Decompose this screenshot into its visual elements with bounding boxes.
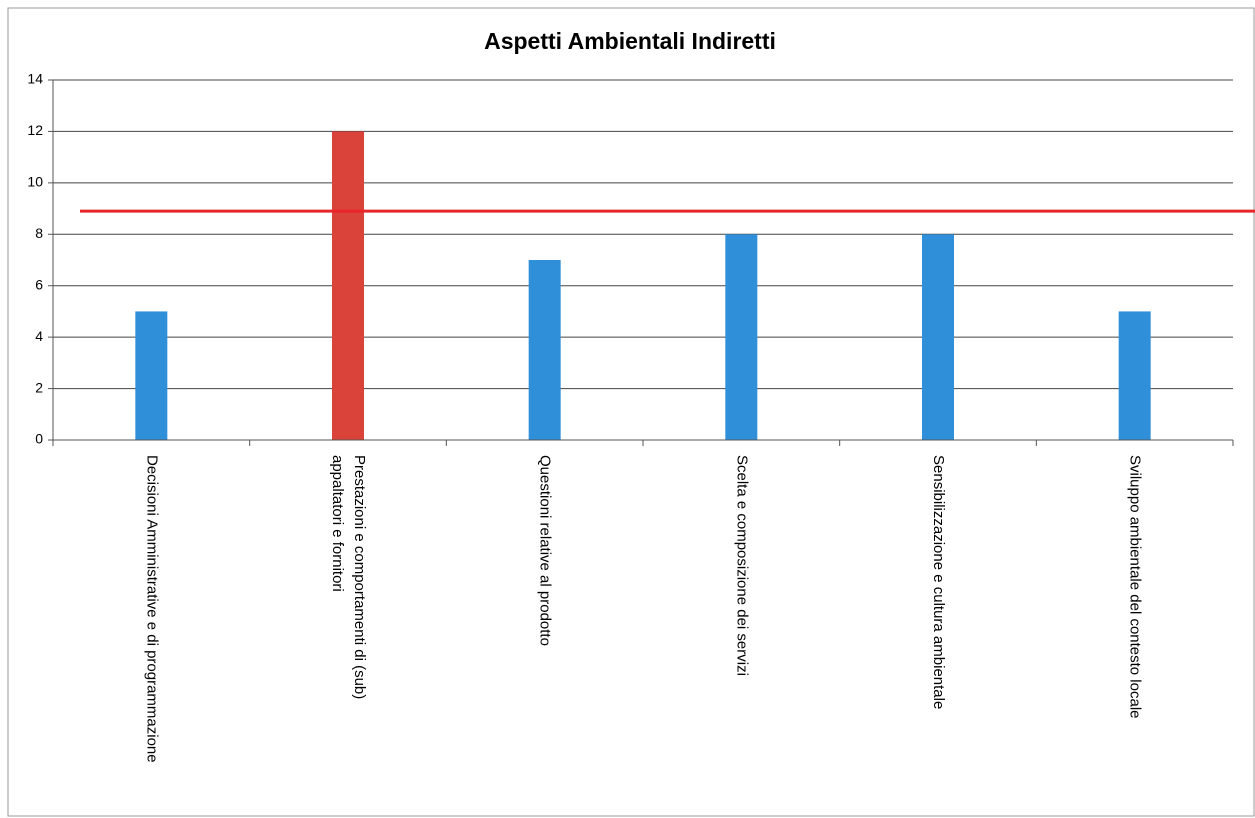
- x-tick-label: Sensibilizzazione e cultura ambientale: [930, 455, 947, 710]
- y-tick-label: 2: [35, 379, 43, 395]
- bar: [922, 234, 954, 440]
- y-tick-label: 6: [35, 276, 43, 292]
- chart-frame: [7, 7, 1255, 817]
- x-tick-label: Sviluppo ambientale del contesto locale: [1126, 455, 1144, 719]
- x-tick-label: Decisioni Amministrative e di programmaz…: [143, 455, 161, 763]
- x-tick-label: Questioni relative al prodotto: [536, 455, 554, 646]
- bar: [332, 131, 364, 440]
- y-tick-label: 14: [27, 71, 43, 87]
- x-tick-label: Prestazioni e comportamenti di (sub) app…: [329, 455, 368, 700]
- bar: [135, 311, 168, 440]
- x-tick-label: Scelta e composizione dei servizi: [733, 455, 751, 676]
- bar: [1118, 311, 1151, 440]
- bar: [725, 234, 758, 440]
- y-tick-label: 12: [27, 122, 43, 138]
- y-tick-label: 8: [35, 225, 43, 241]
- y-tick-label: 0: [35, 431, 43, 447]
- bar: [528, 260, 561, 440]
- y-tick-label: 10: [27, 174, 43, 190]
- y-tick-label: 4: [35, 328, 43, 344]
- chart-title: Aspetti Ambientali Indiretti: [484, 28, 776, 54]
